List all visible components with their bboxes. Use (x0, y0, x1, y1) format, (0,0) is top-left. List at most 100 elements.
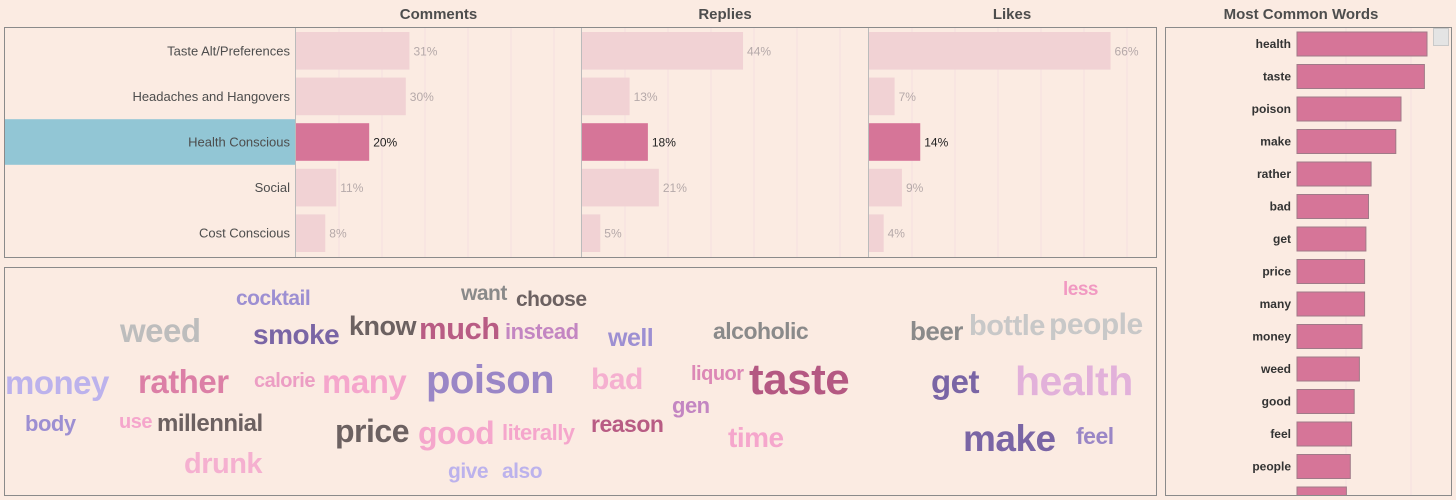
cloud-word-instead[interactable]: instead (505, 319, 579, 344)
word-bar-price[interactable] (1296, 259, 1366, 284)
word-bar-many[interactable] (1296, 291, 1366, 317)
bar-likes-health-conscious[interactable] (869, 123, 921, 161)
cloud-word-much[interactable]: much (419, 311, 500, 346)
word-label-make[interactable]: make (1260, 135, 1291, 149)
cloud-word-time[interactable]: time (728, 422, 784, 453)
cloud-word-alcoholic[interactable]: alcoholic (713, 318, 809, 344)
cloud-word-feel[interactable]: feel (1076, 423, 1114, 449)
cloud-word-taste[interactable]: taste (749, 355, 850, 404)
word-bar-make[interactable] (1296, 129, 1397, 154)
cloud-word-price[interactable]: price (335, 413, 409, 449)
bar-label-likes-taste-alt-preferences: 66% (1115, 44, 1139, 58)
cloud-word-bad[interactable]: bad (591, 363, 643, 396)
bar-label-likes-headaches-and-hangovers: 7% (899, 90, 917, 104)
cloud-word-rather[interactable]: rather (138, 363, 229, 400)
cloud-word-liquor[interactable]: liquor (691, 363, 744, 385)
word-bar-partial (1296, 486, 1347, 495)
bar-replies-cost-conscious[interactable] (582, 214, 601, 252)
cloud-word-poison[interactable]: poison (426, 358, 555, 402)
word-label-taste[interactable]: taste (1263, 70, 1291, 84)
cloud-word-smoke[interactable]: smoke (253, 319, 340, 350)
cloud-word-good[interactable]: good (418, 415, 495, 451)
word-bar-rather[interactable] (1296, 161, 1372, 187)
word-label-money[interactable]: money (1252, 330, 1291, 344)
cloud-word-well[interactable]: well (608, 324, 654, 352)
bar-comments-taste-alt-preferences[interactable] (296, 32, 410, 70)
category-label-cost-conscious[interactable]: Cost Conscious (199, 226, 291, 241)
category-bar-chart: Taste Alt/Preferences Headaches and Hango… (5, 28, 1139, 257)
word-bar-poison[interactable] (1296, 96, 1402, 122)
cloud-word-money[interactable]: money (5, 364, 109, 401)
cloud-word-calorie[interactable]: calorie (254, 370, 315, 392)
bar-comments-headaches-and-hangovers[interactable] (296, 77, 406, 116)
category-label-social[interactable]: Social (255, 180, 291, 195)
word-label-many[interactable]: many (1260, 297, 1292, 311)
bar-comments-cost-conscious[interactable] (296, 214, 326, 252)
highlight-row[interactable] (5, 119, 295, 165)
word-label-good[interactable]: good (1262, 395, 1291, 409)
word-label-bad[interactable]: bad (1270, 200, 1291, 214)
cloud-word-gen[interactable]: gen (672, 393, 710, 418)
word-label-feel[interactable]: feel (1270, 427, 1291, 441)
bar-label-comments-social: 11% (340, 181, 363, 195)
category-label-health-conscious[interactable]: Health Conscious (188, 135, 290, 150)
cloud-word-beer[interactable]: beer (910, 316, 963, 346)
cloud-word-cocktail[interactable]: cocktail (236, 287, 311, 310)
word-bar-health[interactable] (1296, 31, 1428, 57)
cloud-word-many[interactable]: many (322, 363, 407, 400)
cloud-word-millennial[interactable]: millennial (157, 410, 263, 437)
bar-label-comments-cost-conscious: 8% (329, 227, 347, 241)
cloud-word-body[interactable]: body (25, 411, 76, 436)
cloud-word-weed[interactable]: weed (120, 312, 201, 349)
cloud-word-bottle[interactable]: bottle (969, 310, 1045, 342)
word-label-price[interactable]: price (1262, 265, 1291, 279)
category-chart-panel: Taste Alt/Preferences Headaches and Hango… (4, 27, 1157, 258)
word-label-weed[interactable]: weed (1260, 362, 1291, 376)
cloud-word-choose[interactable]: choose (516, 288, 587, 311)
cloud-word-literally[interactable]: literally (502, 420, 575, 445)
word-label-health[interactable]: health (1256, 37, 1291, 51)
bar-replies-headaches-and-hangovers[interactable] (582, 77, 630, 116)
words-chart-panel: health taste poison make rather bad get price ma… (1165, 27, 1452, 496)
word-bar-feel[interactable] (1296, 421, 1353, 447)
cloud-word-give[interactable]: give (448, 460, 489, 483)
replies-header: Replies (698, 6, 752, 23)
word-label-poison[interactable]: poison (1252, 102, 1291, 116)
word-label-people[interactable]: people (1252, 460, 1291, 474)
category-label-taste-alt-preferences[interactable]: Taste Alt/Preferences (167, 43, 290, 58)
word-cloud-panel: less cocktail want choose weed smoke know much i… (4, 267, 1157, 496)
bar-label-replies-health-conscious: 18% (652, 136, 676, 150)
cloud-word-drunk[interactable]: drunk (184, 448, 263, 480)
bar-likes-headaches-and-hangovers[interactable] (869, 77, 895, 116)
category-label-headaches-and-hangovers[interactable]: Headaches and Hangovers (132, 89, 290, 104)
word-bar-people[interactable] (1296, 454, 1351, 479)
cloud-word-people[interactable]: people (1049, 308, 1143, 341)
word-bar-weed[interactable] (1296, 356, 1360, 382)
word-label-get[interactable]: get (1273, 232, 1291, 246)
bar-likes-cost-conscious[interactable] (869, 214, 884, 252)
bar-replies-social[interactable] (582, 168, 659, 207)
cloud-word-less[interactable]: less (1063, 279, 1098, 300)
bar-comments-health-conscious[interactable] (296, 123, 370, 161)
bar-label-comments-health-conscious: 20% (373, 136, 397, 150)
word-bar-taste[interactable] (1296, 64, 1425, 89)
scrollbar-thumb[interactable] (1433, 28, 1449, 46)
word-label-rather[interactable]: rather (1257, 167, 1291, 181)
cloud-word-want[interactable]: want (461, 282, 507, 305)
word-bar-good[interactable] (1296, 389, 1355, 414)
cloud-word-health[interactable]: health (1015, 358, 1133, 404)
cloud-word-also[interactable]: also (502, 460, 543, 483)
bar-replies-health-conscious[interactable] (582, 123, 648, 161)
cloud-word-make[interactable]: make (963, 418, 1056, 459)
bar-likes-taste-alt-preferences[interactable] (869, 32, 1111, 70)
cloud-word-use[interactable]: use (119, 411, 152, 433)
bar-comments-social[interactable] (296, 168, 337, 207)
cloud-word-know[interactable]: know (349, 311, 417, 341)
bar-likes-social[interactable] (869, 168, 902, 207)
cloud-word-reason[interactable]: reason (591, 411, 664, 437)
word-bar-bad[interactable] (1296, 194, 1369, 219)
cloud-word-get[interactable]: get (931, 363, 980, 400)
bar-replies-taste-alt-preferences[interactable] (582, 32, 744, 70)
word-bar-money[interactable] (1296, 324, 1363, 349)
word-bar-get[interactable] (1296, 226, 1367, 252)
